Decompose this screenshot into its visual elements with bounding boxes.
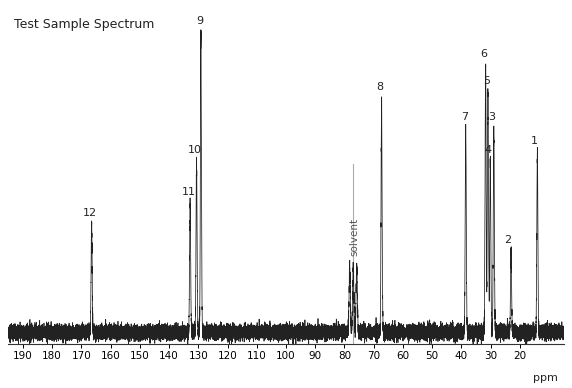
Text: 4: 4: [484, 146, 491, 155]
Text: 10: 10: [188, 146, 202, 155]
Text: Test Sample Spectrum: Test Sample Spectrum: [14, 18, 154, 31]
Text: 3: 3: [488, 112, 495, 122]
Text: 7: 7: [460, 112, 468, 122]
Text: 12: 12: [83, 208, 97, 218]
Text: ppm: ppm: [533, 373, 558, 383]
Text: 9: 9: [196, 16, 203, 26]
Text: 5: 5: [483, 76, 490, 86]
Text: 11: 11: [182, 187, 196, 197]
Text: 8: 8: [376, 82, 384, 92]
Text: 1: 1: [531, 136, 538, 146]
Text: solvent: solvent: [349, 218, 360, 256]
Text: 2: 2: [505, 235, 512, 245]
Text: 6: 6: [480, 49, 487, 59]
